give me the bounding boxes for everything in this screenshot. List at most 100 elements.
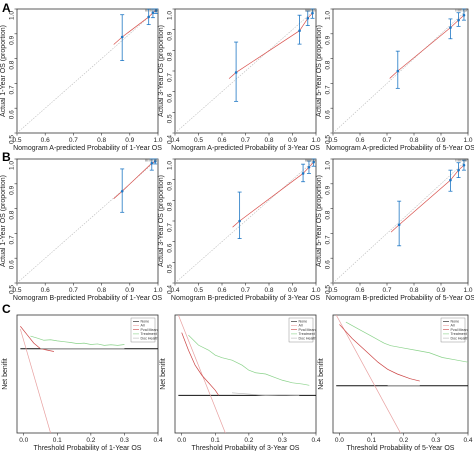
chart-3-y-axis-label: Actual 5-Year OS (proportion) <box>316 25 323 117</box>
chart-3-x-tick-label: 0.5 <box>328 137 337 144</box>
chart-1-data-point <box>120 35 124 39</box>
chart-2-y-tick-label: 0.7 <box>167 73 174 82</box>
chart-8-series-pval-mean <box>181 332 219 396</box>
chart-2-x-tick-label: 0.6 <box>217 137 226 144</box>
chart-8-legend-label: Treatment <box>299 332 315 336</box>
chart-9-legend-label: None <box>451 320 460 324</box>
chart-5-x-tick-label: 0.8 <box>264 287 273 294</box>
chart-4-x-tick-label: 0.6 <box>41 287 50 294</box>
chart-4-data-point <box>153 160 157 163</box>
chart-1-x-tick-label: 0.8 <box>97 137 106 144</box>
chart-6-data-point <box>462 163 466 167</box>
chart-4-x-tick-label: 1.0 <box>153 287 162 294</box>
chart-7-x-tick-label: 0.1 <box>53 437 62 444</box>
chart-6-x-tick-label: 1.0 <box>463 287 472 294</box>
chart-3-data-point <box>457 18 460 22</box>
chart-7-legend-label: None <box>141 320 150 324</box>
chart-2-y-tick-label: 0.4 <box>167 135 174 144</box>
chart-2-x-tick-label: 0.7 <box>241 137 250 144</box>
chart-5-x-tick-label: 0.6 <box>217 287 226 294</box>
chart-1-x-axis-label: Nomogram A-predicted Probability of 1-Ye… <box>13 145 162 152</box>
chart-7-plot-frame <box>16 314 159 434</box>
chart-8-legend-label: None <box>299 320 308 324</box>
chart-9-legend-label: All <box>451 324 455 328</box>
chart-4-y-axis-label: Actual 1-Year OS (proportion) <box>0 175 7 267</box>
chart-3-y-tick-label: 0.7 <box>325 85 332 94</box>
chart-7-x-axis-label: Threshold Probability of 1-Year OS <box>34 445 142 451</box>
chart-8-x-tick-label: 0.4 <box>311 437 320 444</box>
chart-2-data-point <box>234 71 238 74</box>
chart-5-y-tick-label: 0.6 <box>167 243 174 252</box>
chart-2-y-tick-label: 0.8 <box>167 52 174 61</box>
chart-9-series-all <box>335 315 401 433</box>
chart-6-data-point <box>457 168 460 172</box>
chart-9-x-tick-label: 0.0 <box>335 437 344 444</box>
chart-2-y-tick-label: 0.9 <box>167 31 174 40</box>
chart-6-x-axis-label: Nomogram B-predicted Probability of 5-Ye… <box>326 295 474 302</box>
chart-3-data-point <box>462 13 466 17</box>
chart-9-series-pval-mean <box>339 324 420 382</box>
chart-5-data-point <box>307 165 311 169</box>
chart-3-x-axis-label: Nomogram A-predicted Probability of 5-Ye… <box>326 145 474 152</box>
chart-3-plot-frame <box>332 8 469 134</box>
chart-5-y-axis-label: Actual 3-Year OS (proportion) <box>158 175 165 267</box>
charts-layer: 0.5 0.6 0.7 0.8 0.9 1.00.50.60.70.80.91.0Nomo… <box>0 8 474 451</box>
chart-2-data-point <box>306 17 310 20</box>
panel-letter-b: B <box>2 150 11 164</box>
chart-3-ideal-line <box>332 8 469 134</box>
chart-1-y-tick-label: 1.0 <box>9 11 16 20</box>
chart-4-y-tick-label: 0.9 <box>9 185 16 194</box>
chart-2-y-tick-label: 0.5 <box>167 114 174 123</box>
chart-3-y-tick-label: 1.0 <box>325 11 332 20</box>
chart-6-x-tick-label: 0.9 <box>436 287 445 294</box>
chart-7-x-tick-label: 0.0 <box>19 437 28 444</box>
chart-2-y-axis-label: Actual 3-Year OS (proportion) <box>158 25 165 117</box>
chart-4-y-tick-label: 0.6 <box>9 260 16 269</box>
chart-4-data-point <box>120 189 124 193</box>
chart-1-data-point <box>154 9 158 13</box>
chart-2-x-tick-label: 0.5 <box>194 137 203 144</box>
chart-7-legend-label: Pval Mean <box>141 328 158 332</box>
chart-1-x-tick-label: 0.5 <box>12 137 21 144</box>
chart-6-x-tick-label: 0.5 <box>328 287 337 294</box>
chart-4-y-tick-label: 0.5 <box>9 285 16 294</box>
chart-7-series-group <box>20 326 158 433</box>
chart-1-x-tick-label: 0.6 <box>41 137 50 144</box>
chart-3-y-tick-label: 0.6 <box>325 110 332 119</box>
chart-7-x-tick-label: 0.3 <box>120 437 129 444</box>
chart-1-x-tick-label: 0.9 <box>125 137 134 144</box>
panel-letter-c: C <box>2 302 11 316</box>
chart-7-series-all <box>20 328 51 433</box>
chart-6-y-axis-label: Actual 5-Year OS (proportion) <box>316 175 323 267</box>
chart-7-legend-label: All <box>141 324 145 328</box>
chart-3-x-tick-label: 1.0 <box>463 137 472 144</box>
chart-2-x-tick-label: 0.4 <box>170 137 179 144</box>
chart-7-series-treatment <box>30 335 125 346</box>
chart-6-x-tick-label: 0.7 <box>382 287 391 294</box>
chart-5-x-tick-label: 0.7 <box>241 287 250 294</box>
chart-6-y-tick-label: 0.6 <box>325 260 332 269</box>
chart-8-x-tick-label: 0.3 <box>278 437 287 444</box>
chart-4-fit-line <box>113 161 156 199</box>
chart-1-x-tick-label: 1.0 <box>153 137 162 144</box>
chart-7-legend-label: Doc Health <box>141 336 159 340</box>
chart-1-x-tick-label: 0.7 <box>69 137 78 144</box>
chart-5-y-tick-label: 0.7 <box>167 223 174 232</box>
panel-letter-a: A <box>2 1 11 15</box>
chart-9-y-axis-label: Net benifit <box>318 358 325 390</box>
chart-9-x-tick-label: 0.4 <box>463 437 472 444</box>
chart-1-data-point <box>147 15 150 19</box>
chart-9-legend-label: Treatment <box>451 332 467 336</box>
chart-7-x-tick-label: 0.2 <box>86 437 95 444</box>
chart-9-series-group <box>335 315 468 433</box>
chart-3-y-tick-label: 0.9 <box>325 35 332 44</box>
chart-9-series-treatment <box>345 321 468 363</box>
chart-7-x-tick-label: 0.4 <box>153 437 162 444</box>
chart-8-x-axis-label: Threshold Probability of 3-Year OS <box>192 445 300 451</box>
chart-9-legend-label: Pval Mean <box>451 328 468 332</box>
chart-6-plot-frame <box>332 158 469 284</box>
chart-2-data-point <box>311 11 314 15</box>
chart-6-y-tick-label: 0.8 <box>325 210 332 219</box>
chart-5-x-tick-label: 0.9 <box>288 287 297 294</box>
chart-8-legend-label: Doc Health <box>299 336 317 340</box>
